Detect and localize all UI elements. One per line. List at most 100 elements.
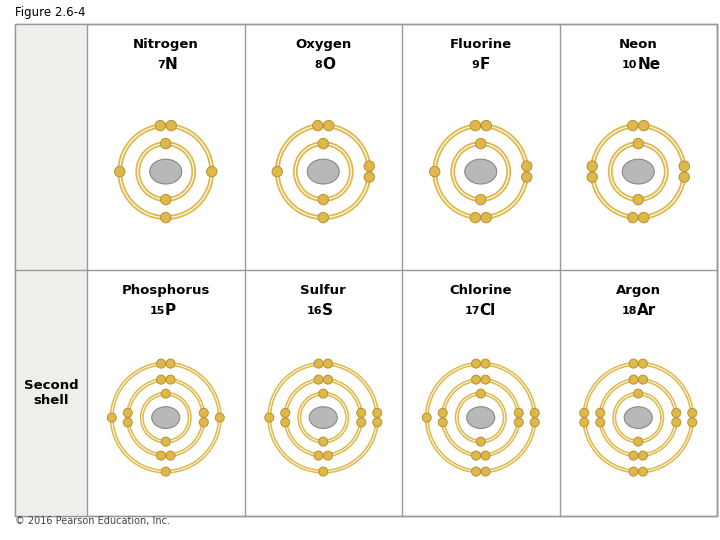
Circle shape xyxy=(161,437,170,446)
Text: Neon: Neon xyxy=(619,38,657,51)
Circle shape xyxy=(373,408,382,417)
Ellipse shape xyxy=(622,159,654,184)
Circle shape xyxy=(107,413,116,422)
Text: Chlorine: Chlorine xyxy=(449,284,512,297)
Text: 10: 10 xyxy=(622,60,637,70)
Circle shape xyxy=(356,408,366,417)
Circle shape xyxy=(629,451,638,460)
Circle shape xyxy=(521,161,532,171)
Circle shape xyxy=(628,120,638,131)
Circle shape xyxy=(161,212,171,223)
Ellipse shape xyxy=(152,407,180,428)
Circle shape xyxy=(161,467,170,476)
Circle shape xyxy=(161,194,171,205)
Circle shape xyxy=(587,172,598,183)
Circle shape xyxy=(476,389,485,398)
Text: Oxygen: Oxygen xyxy=(295,38,351,51)
Circle shape xyxy=(323,375,333,384)
Circle shape xyxy=(514,418,523,427)
Bar xyxy=(15,24,87,516)
Circle shape xyxy=(166,120,176,131)
Circle shape xyxy=(323,359,333,368)
Circle shape xyxy=(323,120,334,131)
Circle shape xyxy=(688,408,697,417)
Circle shape xyxy=(475,138,486,149)
Ellipse shape xyxy=(310,407,337,428)
Circle shape xyxy=(364,161,374,171)
Circle shape xyxy=(530,408,539,417)
Circle shape xyxy=(595,408,605,417)
Circle shape xyxy=(161,138,171,149)
Text: 8: 8 xyxy=(315,60,323,70)
Circle shape xyxy=(639,451,647,460)
Circle shape xyxy=(161,389,170,398)
Ellipse shape xyxy=(307,159,339,184)
Circle shape xyxy=(156,375,166,384)
Circle shape xyxy=(319,467,328,476)
Text: O: O xyxy=(323,57,336,72)
Circle shape xyxy=(679,161,690,171)
Circle shape xyxy=(628,212,638,223)
Circle shape xyxy=(318,138,328,149)
Circle shape xyxy=(521,172,532,183)
Ellipse shape xyxy=(467,407,495,428)
Circle shape xyxy=(629,375,638,384)
Circle shape xyxy=(476,437,485,446)
Text: Ne: Ne xyxy=(637,57,660,72)
Circle shape xyxy=(272,166,282,177)
Circle shape xyxy=(155,120,166,131)
Text: F: F xyxy=(480,57,490,72)
Circle shape xyxy=(319,437,328,446)
Circle shape xyxy=(438,418,447,427)
Text: © 2016 Pearson Education, Inc.: © 2016 Pearson Education, Inc. xyxy=(15,516,170,526)
Circle shape xyxy=(318,212,328,223)
Circle shape xyxy=(156,359,166,368)
Circle shape xyxy=(422,413,431,422)
Text: Figure 2.6-4: Figure 2.6-4 xyxy=(15,6,86,19)
Circle shape xyxy=(472,375,480,384)
Circle shape xyxy=(633,194,644,205)
Circle shape xyxy=(481,120,492,131)
Circle shape xyxy=(587,161,598,171)
Circle shape xyxy=(481,451,490,460)
Circle shape xyxy=(470,120,480,131)
Circle shape xyxy=(530,418,539,427)
Circle shape xyxy=(475,194,486,205)
Text: Nitrogen: Nitrogen xyxy=(133,38,199,51)
Circle shape xyxy=(472,451,480,460)
Text: Argon: Argon xyxy=(616,284,661,297)
Ellipse shape xyxy=(464,159,497,184)
Circle shape xyxy=(634,389,643,398)
Circle shape xyxy=(364,172,374,183)
Circle shape xyxy=(314,375,323,384)
Text: 16: 16 xyxy=(307,306,323,316)
Circle shape xyxy=(595,418,605,427)
Ellipse shape xyxy=(150,159,181,184)
Circle shape xyxy=(688,418,697,427)
Circle shape xyxy=(639,212,649,223)
Circle shape xyxy=(318,194,328,205)
Ellipse shape xyxy=(624,407,652,428)
Circle shape xyxy=(123,418,132,427)
Circle shape xyxy=(679,172,690,183)
Text: N: N xyxy=(165,57,178,72)
Text: 7: 7 xyxy=(157,60,165,70)
Circle shape xyxy=(199,418,208,427)
Circle shape xyxy=(639,467,647,476)
Circle shape xyxy=(672,418,680,427)
Circle shape xyxy=(639,359,647,368)
Circle shape xyxy=(215,413,224,422)
Circle shape xyxy=(430,166,440,177)
Circle shape xyxy=(373,418,382,427)
Text: Cl: Cl xyxy=(480,303,496,318)
Circle shape xyxy=(199,408,208,417)
Circle shape xyxy=(633,138,644,149)
Circle shape xyxy=(580,408,589,417)
Circle shape xyxy=(265,413,274,422)
Text: Sulfur: Sulfur xyxy=(300,284,346,297)
Circle shape xyxy=(166,451,175,460)
Circle shape xyxy=(314,451,323,460)
Circle shape xyxy=(639,120,649,131)
Circle shape xyxy=(481,359,490,368)
Circle shape xyxy=(156,451,166,460)
